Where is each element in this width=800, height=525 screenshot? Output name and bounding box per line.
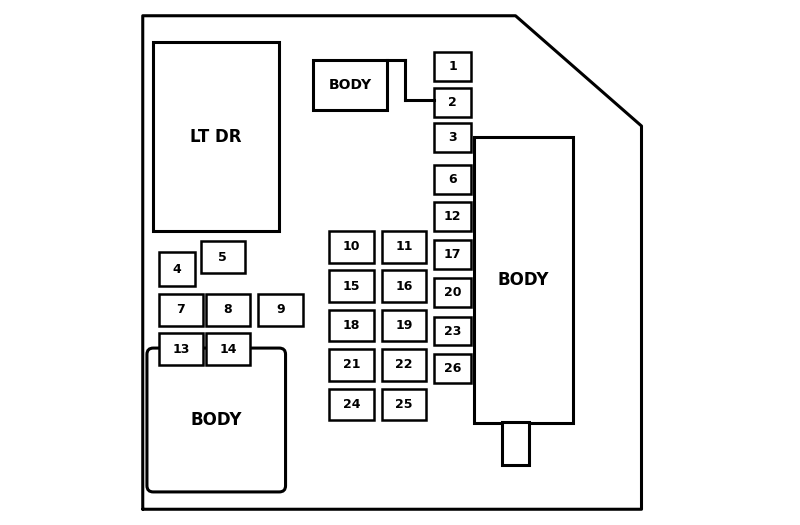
Text: 25: 25 <box>395 398 413 411</box>
Bar <box>329 231 374 262</box>
Text: 21: 21 <box>342 359 360 371</box>
Bar <box>434 278 471 307</box>
Bar <box>206 333 250 365</box>
Bar <box>158 294 203 325</box>
Text: 7: 7 <box>177 303 185 316</box>
Text: 1: 1 <box>448 60 457 74</box>
Text: LT DR: LT DR <box>190 128 242 145</box>
Text: 19: 19 <box>395 319 413 332</box>
Text: 16: 16 <box>395 280 413 292</box>
Text: 5: 5 <box>218 251 227 264</box>
Text: 11: 11 <box>395 240 413 253</box>
Text: 17: 17 <box>444 248 462 261</box>
Bar <box>434 240 471 269</box>
Bar <box>434 88 471 117</box>
Bar <box>314 60 387 110</box>
Bar <box>382 231 426 262</box>
FancyBboxPatch shape <box>147 348 286 492</box>
Text: 15: 15 <box>342 280 360 292</box>
Bar <box>382 388 426 420</box>
Text: 18: 18 <box>342 319 360 332</box>
Text: 4: 4 <box>173 262 182 276</box>
Text: 26: 26 <box>444 362 461 375</box>
Text: 9: 9 <box>276 303 285 316</box>
Text: 23: 23 <box>444 324 461 338</box>
Text: 3: 3 <box>448 131 457 144</box>
Bar <box>382 270 426 302</box>
Bar <box>158 252 195 286</box>
Bar <box>329 388 374 420</box>
Bar <box>329 270 374 302</box>
Text: 24: 24 <box>342 398 360 411</box>
Bar <box>434 317 471 345</box>
Text: 22: 22 <box>395 359 413 371</box>
Bar <box>154 42 279 231</box>
Bar <box>258 294 303 325</box>
Bar <box>329 310 374 341</box>
Text: 13: 13 <box>172 343 190 355</box>
Bar <box>434 202 471 231</box>
Text: BODY: BODY <box>329 78 372 92</box>
Bar <box>434 165 471 194</box>
Text: 14: 14 <box>219 343 237 355</box>
Text: 6: 6 <box>448 173 457 186</box>
Bar <box>434 354 471 383</box>
Text: BODY: BODY <box>498 270 549 289</box>
Bar <box>434 123 471 152</box>
Bar <box>382 310 426 341</box>
Text: BODY: BODY <box>190 411 242 429</box>
Bar <box>158 333 203 365</box>
Text: 10: 10 <box>342 240 360 253</box>
Bar <box>474 136 574 423</box>
Text: 2: 2 <box>448 96 457 109</box>
Text: 12: 12 <box>444 210 462 223</box>
Text: 8: 8 <box>224 303 232 316</box>
Bar <box>206 294 250 325</box>
Bar <box>201 242 245 273</box>
Bar <box>502 422 529 465</box>
Text: 20: 20 <box>444 286 462 299</box>
Bar <box>382 349 426 381</box>
Bar <box>329 349 374 381</box>
Bar <box>434 52 471 81</box>
